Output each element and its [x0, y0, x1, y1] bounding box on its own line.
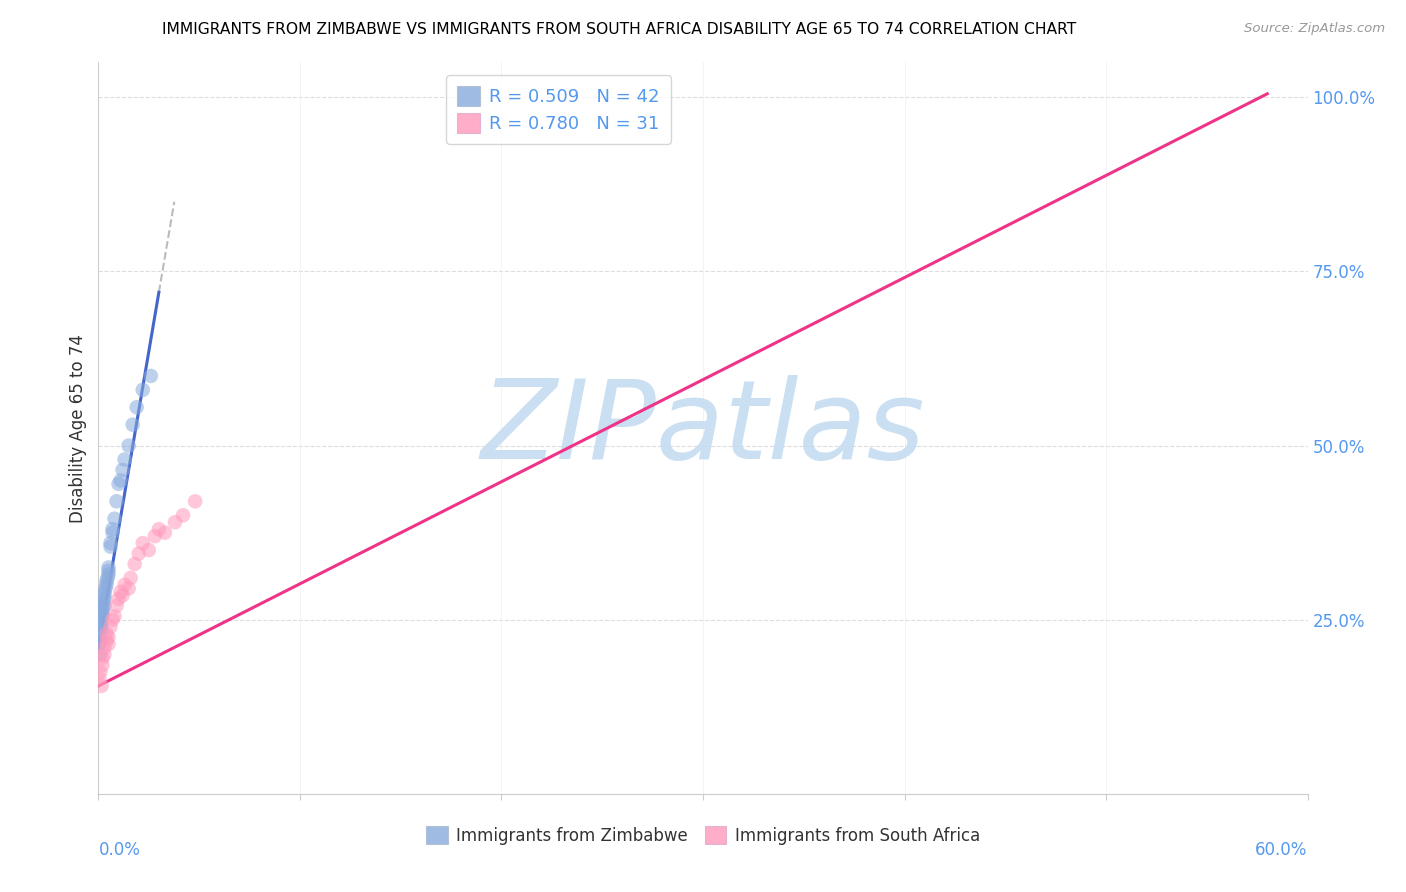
Point	[118, 582, 141, 596]
Point	[89, 633, 111, 648]
Point	[90, 620, 112, 634]
Point	[100, 620, 122, 634]
Point	[111, 588, 134, 602]
Point	[107, 591, 129, 606]
Point	[93, 599, 115, 613]
Point	[97, 560, 120, 574]
Point	[118, 439, 141, 453]
Point	[93, 648, 115, 662]
Point	[132, 383, 155, 397]
Point	[89, 620, 111, 634]
Point	[97, 564, 120, 578]
Point	[94, 582, 117, 596]
Point	[111, 463, 134, 477]
Point	[120, 571, 142, 585]
Point	[91, 658, 114, 673]
Point	[96, 571, 118, 585]
Point	[91, 602, 114, 616]
Point	[91, 609, 114, 624]
Text: 0.0%: 0.0%	[98, 841, 141, 859]
Point	[97, 567, 120, 582]
Point	[128, 547, 150, 561]
Point	[103, 609, 125, 624]
Point	[89, 665, 111, 679]
Point	[124, 557, 146, 571]
Point	[90, 613, 112, 627]
Point	[148, 522, 170, 536]
Point	[96, 578, 118, 592]
Point	[143, 529, 166, 543]
Point	[139, 368, 162, 383]
Point	[89, 630, 111, 644]
Point	[96, 574, 118, 589]
Text: ZIPatlas: ZIPatlas	[481, 375, 925, 482]
Point	[91, 606, 114, 620]
Point	[90, 616, 112, 631]
Point	[100, 540, 122, 554]
Point	[105, 494, 128, 508]
Point	[93, 640, 115, 655]
Point	[110, 585, 132, 599]
Point	[91, 651, 114, 665]
Point	[93, 585, 115, 599]
Point	[93, 588, 115, 602]
Point	[89, 637, 111, 651]
Point	[93, 595, 115, 609]
Point	[97, 630, 120, 644]
Point	[121, 417, 143, 432]
Point	[97, 637, 120, 651]
Point	[114, 578, 136, 592]
Point	[103, 512, 125, 526]
Point	[89, 672, 111, 686]
Point	[89, 648, 111, 662]
Point	[172, 508, 194, 523]
Text: IMMIGRANTS FROM ZIMBABWE VS IMMIGRANTS FROM SOUTH AFRICA DISABILITY AGE 65 TO 74: IMMIGRANTS FROM ZIMBABWE VS IMMIGRANTS F…	[162, 22, 1076, 37]
Point	[90, 679, 112, 693]
Text: Source: ZipAtlas.com: Source: ZipAtlas.com	[1244, 22, 1385, 36]
Text: 60.0%: 60.0%	[1256, 841, 1308, 859]
Point	[138, 543, 160, 558]
Point	[153, 525, 176, 540]
Point	[184, 494, 207, 508]
Point	[96, 626, 118, 640]
Y-axis label: Disability Age 65 to 74: Disability Age 65 to 74	[69, 334, 87, 523]
Legend: Immigrants from Zimbabwe, Immigrants from South Africa: Immigrants from Zimbabwe, Immigrants fro…	[419, 820, 987, 851]
Point	[163, 515, 186, 529]
Point	[125, 401, 148, 415]
Point	[93, 591, 115, 606]
Point	[90, 606, 112, 620]
Point	[105, 599, 128, 613]
Point	[91, 599, 114, 613]
Point	[110, 474, 132, 488]
Point	[89, 626, 111, 640]
Point	[101, 613, 124, 627]
Point	[114, 452, 136, 467]
Point	[132, 536, 155, 550]
Point	[107, 476, 129, 491]
Point	[101, 522, 124, 536]
Point	[100, 536, 122, 550]
Point	[96, 633, 118, 648]
Point	[90, 623, 112, 637]
Point	[101, 525, 124, 540]
